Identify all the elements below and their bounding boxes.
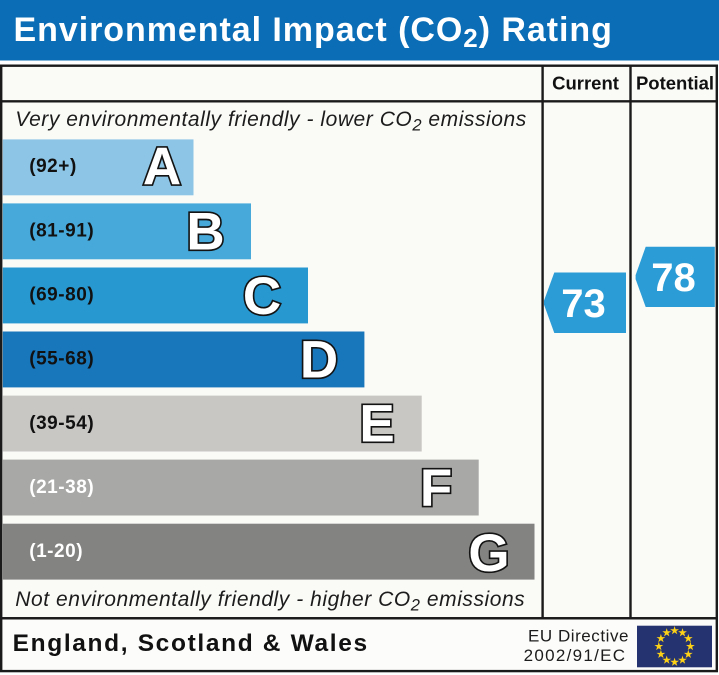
svg-text:(21-38): (21-38) (29, 477, 94, 498)
svg-text:(81-91): (81-91) (29, 220, 94, 241)
svg-text:(69-80): (69-80) (29, 285, 94, 306)
svg-text:F: F (420, 459, 452, 518)
svg-text:E: E (359, 395, 394, 454)
svg-text:B: B (186, 202, 224, 261)
svg-text:D: D (300, 331, 338, 390)
svg-text:A: A (143, 138, 181, 197)
svg-text:2002/91/EC: 2002/91/EC (524, 646, 627, 665)
svg-text:(39-54): (39-54) (29, 413, 94, 434)
svg-text:(92+): (92+) (29, 156, 77, 177)
svg-text:(1-20): (1-20) (29, 541, 83, 562)
svg-text:73: 73 (561, 282, 606, 326)
svg-text:EU Directive: EU Directive (528, 627, 629, 646)
svg-text:Current: Current (552, 73, 619, 94)
svg-text:C: C (243, 267, 281, 326)
svg-text:(55-68): (55-68) (29, 349, 94, 370)
svg-text:Very environmentally friendly: Very environmentally friendly - lower CO… (15, 108, 526, 135)
svg-text:Environmental Impact (CO2) Rat: Environmental Impact (CO2) Rating (14, 11, 613, 53)
svg-text:Not environmentally friendly -: Not environmentally friendly - higher CO… (15, 588, 525, 615)
svg-text:Potential: Potential (636, 73, 714, 94)
svg-text:G: G (468, 524, 509, 583)
svg-text:78: 78 (651, 256, 696, 300)
svg-text:England, Scotland & Wales: England, Scotland & Wales (13, 630, 369, 657)
